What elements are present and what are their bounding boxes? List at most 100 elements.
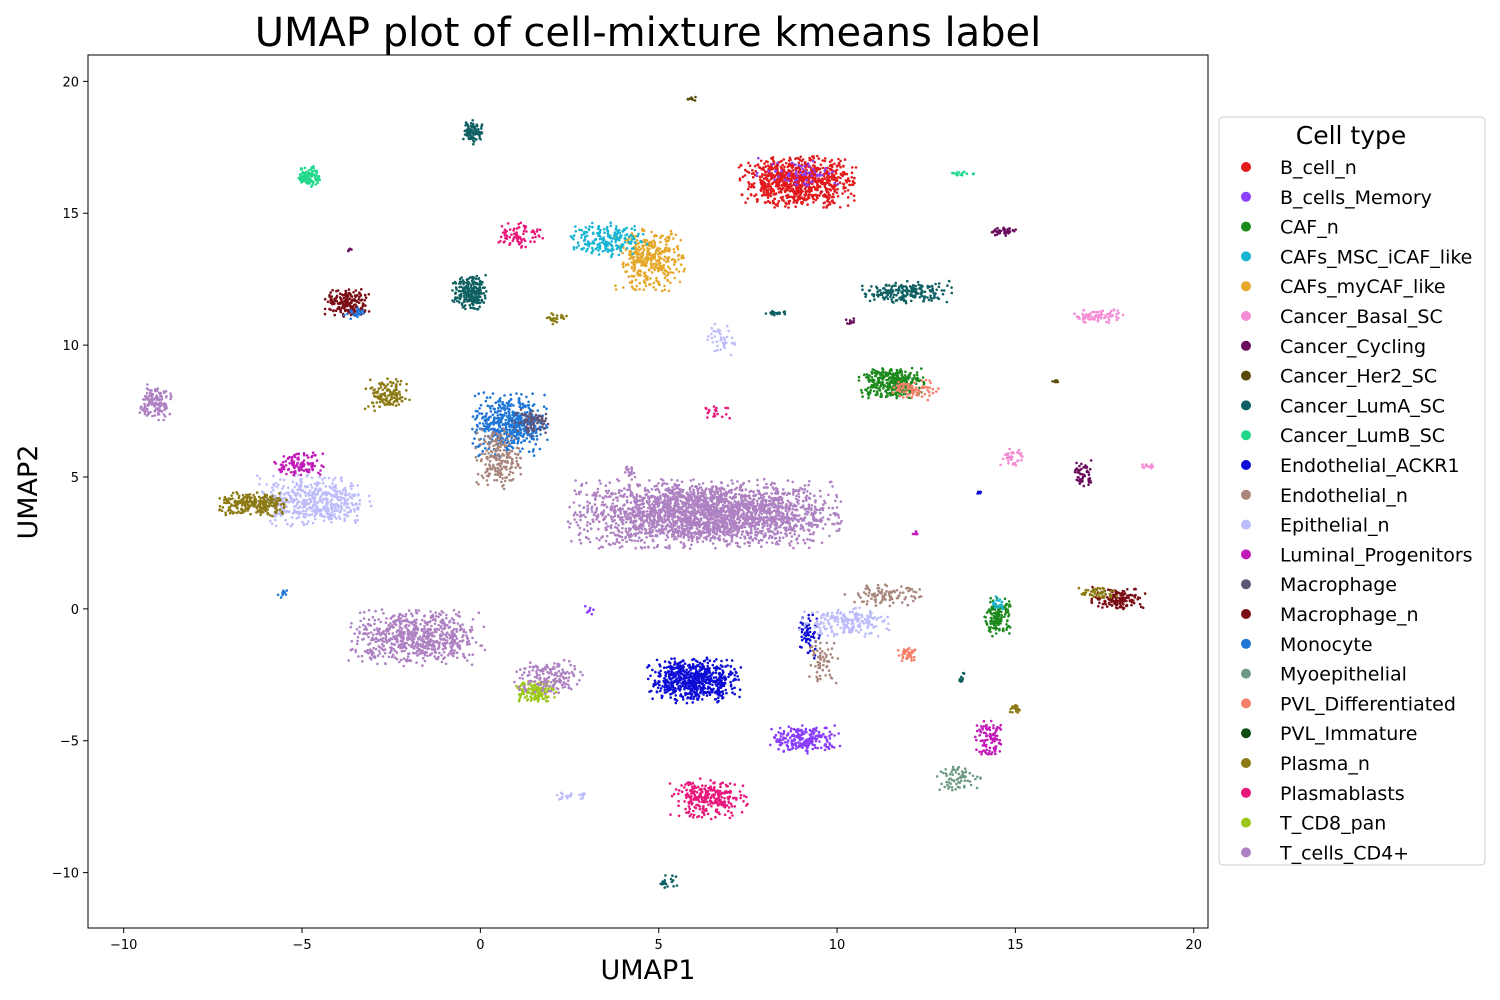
data-point [818, 489, 822, 493]
data-point [158, 401, 161, 405]
data-point [753, 498, 756, 501]
data-point [703, 491, 706, 495]
data-point [703, 509, 707, 512]
data-point [768, 201, 772, 204]
data-point [441, 621, 444, 625]
data-point [648, 517, 652, 521]
data-point [610, 505, 613, 508]
data-point [657, 269, 660, 273]
data-point [673, 521, 677, 524]
data-point [643, 532, 647, 535]
data-point [824, 742, 827, 746]
data-point [663, 499, 666, 503]
data-point [575, 492, 578, 496]
data-point [687, 506, 691, 509]
data-point [812, 523, 816, 527]
data-point [662, 504, 665, 508]
data-point [841, 192, 844, 195]
data-point [738, 545, 741, 549]
data-point [661, 501, 665, 505]
data-point [777, 731, 780, 734]
data-point [367, 618, 371, 621]
data-point [429, 620, 432, 623]
data-point [779, 166, 783, 169]
data-point [650, 495, 654, 499]
data-point [783, 741, 787, 744]
data-point [756, 483, 759, 487]
data-point [465, 636, 469, 640]
data-point [377, 645, 381, 648]
data-point [788, 169, 791, 173]
data-point [578, 504, 581, 507]
data-point [643, 546, 647, 549]
data-point [779, 531, 783, 535]
data-point [593, 503, 597, 506]
data-point [739, 526, 743, 530]
data-point [764, 532, 767, 535]
data-point [753, 194, 756, 198]
data-point [765, 482, 768, 486]
data-point [635, 261, 638, 264]
data-point [455, 627, 458, 631]
data-point [731, 496, 735, 499]
data-point [828, 734, 831, 738]
data-point [625, 540, 628, 543]
data-point [697, 531, 700, 535]
data-point [769, 185, 772, 189]
data-point [661, 524, 664, 528]
data-point [744, 488, 748, 491]
data-point [658, 247, 662, 250]
data-point [609, 531, 613, 535]
data-point [461, 623, 464, 626]
data-point [656, 505, 660, 508]
data-point [665, 482, 669, 486]
data-point [626, 517, 629, 521]
data-point [707, 510, 711, 514]
data-point [662, 494, 665, 498]
data-point [629, 251, 632, 255]
data-point [737, 510, 741, 514]
data-point [689, 513, 693, 516]
data-point [377, 649, 381, 653]
data-point [635, 526, 639, 530]
data-point [402, 619, 405, 623]
data-point [668, 267, 672, 271]
data-point [766, 186, 769, 189]
data-point [720, 500, 723, 504]
data-point [755, 198, 759, 201]
data-point [809, 733, 813, 737]
data-point [615, 537, 619, 541]
data-point [471, 653, 475, 656]
data-point [579, 490, 582, 494]
data-point [782, 492, 785, 496]
data-point [625, 500, 629, 504]
data-point [622, 265, 625, 269]
data-point [611, 520, 614, 523]
data-point [725, 505, 728, 508]
data-point [592, 608, 595, 611]
data-point [168, 412, 172, 416]
data-point [626, 533, 629, 537]
data-point [805, 490, 809, 493]
data-point [150, 396, 153, 400]
data-point [440, 634, 444, 638]
data-point [639, 270, 643, 273]
data-point [666, 259, 669, 263]
data-point [773, 519, 777, 522]
data-point [759, 159, 763, 163]
data-point [621, 516, 624, 519]
data-point [752, 524, 756, 528]
data-point [640, 528, 644, 531]
data-point [765, 512, 768, 515]
data-point [657, 529, 661, 532]
data-point [385, 630, 389, 633]
data-point [429, 633, 433, 636]
data-point [594, 510, 598, 514]
data-point [821, 527, 825, 530]
data-point [640, 251, 644, 255]
data-point [424, 650, 428, 654]
data-point [739, 485, 743, 489]
data-point [631, 256, 634, 260]
data-point [444, 642, 447, 645]
data-point [631, 286, 635, 290]
